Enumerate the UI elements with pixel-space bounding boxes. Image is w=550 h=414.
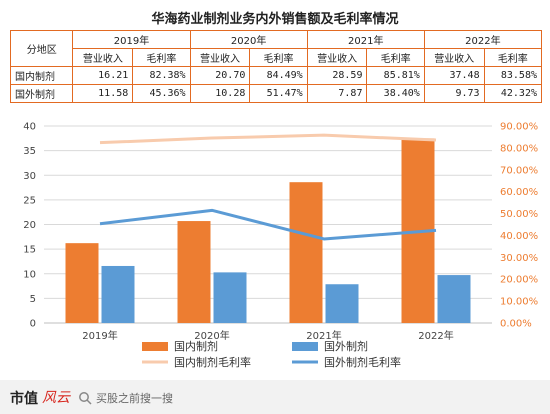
x-tick-label: 2022年 xyxy=(418,329,453,342)
search-hint[interactable]: 买股之前搜一搜 xyxy=(96,392,173,405)
y-left-tick-label: 15 xyxy=(23,245,36,256)
brand-logo-script: 风云 xyxy=(42,390,70,406)
y-right-tick-label: 30.00% xyxy=(500,253,538,264)
bar-overseas xyxy=(437,275,471,323)
table-cell: 42.32% xyxy=(483,84,543,103)
y-right-tick-label: 40.00% xyxy=(500,231,538,242)
search-icon[interactable] xyxy=(78,391,92,405)
legend-label: 国内制剂毛利率 xyxy=(174,355,251,369)
y-right-tick-label: 60.00% xyxy=(500,187,538,198)
y-right-tick-label: 80.00% xyxy=(500,143,538,154)
combo-chart: 0 5 10 15 20 25 30 35 40 0.00% 10.00% 20.00% 30.00% 4… xyxy=(23,122,538,370)
table-cell: 38.40% xyxy=(366,84,425,103)
table-corner-label: 分地区 xyxy=(9,30,74,67)
y-right-tick-label: 50.00% xyxy=(500,209,538,220)
x-tick-label: 2019年 xyxy=(82,329,117,342)
y-left-tick-label: 0 xyxy=(30,319,36,330)
y-right-tick-label: 70.00% xyxy=(500,165,538,176)
y-right-tick-label: 90.00% xyxy=(500,122,538,133)
brand-logo: 市值 xyxy=(10,391,38,407)
table-cell: 51.47% xyxy=(249,84,308,103)
x-tick-label: 2021年 xyxy=(306,329,341,342)
legend-label: 国外制剂 xyxy=(324,339,368,353)
table-row-label: 国内制剂 xyxy=(9,66,74,85)
data-table: 分地区 2019年 2020年 2021年 2022年 营业收入 毛利率 营业收… xyxy=(9,30,543,103)
y-right-tick-label: 0.00% xyxy=(500,319,532,330)
y-left-tick-label: 25 xyxy=(23,195,36,206)
y-left-tick-label: 20 xyxy=(23,220,36,231)
table-row-label: 国外制剂 xyxy=(9,84,74,103)
bar-overseas xyxy=(325,284,359,323)
table-subheader-row: 营业收入 毛利率 营业收入 毛利率 营业收入 毛利率 营业收入 毛利率 xyxy=(11,48,543,67)
table-cell: 10.28 xyxy=(189,84,251,103)
y-left-tick-label: 40 xyxy=(23,122,36,133)
bar-overseas xyxy=(213,272,247,323)
line-overseas-margin xyxy=(99,208,437,241)
legend-swatch xyxy=(142,342,168,351)
table-row: 国外制剂 11.58 45.36% 10.28 51.47% 7.87 38.4… xyxy=(9,84,543,103)
bar-domestic xyxy=(289,182,323,323)
line-domestic-margin xyxy=(99,133,437,145)
bar-domestic xyxy=(177,221,211,323)
x-tick-label: 2020年 xyxy=(194,329,229,342)
y-left-tick-label: 35 xyxy=(23,146,36,157)
y-left-tick-label: 5 xyxy=(30,294,36,305)
table-cell: 11.58 xyxy=(72,84,134,103)
chart-title: 华海药业制剂业务内外销售额及毛利率情况 xyxy=(151,12,399,27)
y-left-tick-label: 10 xyxy=(23,269,36,280)
bar-domestic xyxy=(65,243,99,323)
y-right-tick-label: 20.00% xyxy=(500,275,538,286)
table-cell: 45.36% xyxy=(132,84,191,103)
bar-overseas xyxy=(101,265,135,323)
legend-label: 国内制剂 xyxy=(174,339,218,353)
y-left-tick-label: 30 xyxy=(23,171,36,182)
y-right-tick-label: 10.00% xyxy=(500,297,538,308)
legend-label: 国外制剂毛利率 xyxy=(324,355,401,369)
legend-swatch xyxy=(292,342,318,351)
footer-bar: 市值 风云 买股之前搜一搜 xyxy=(0,380,550,414)
